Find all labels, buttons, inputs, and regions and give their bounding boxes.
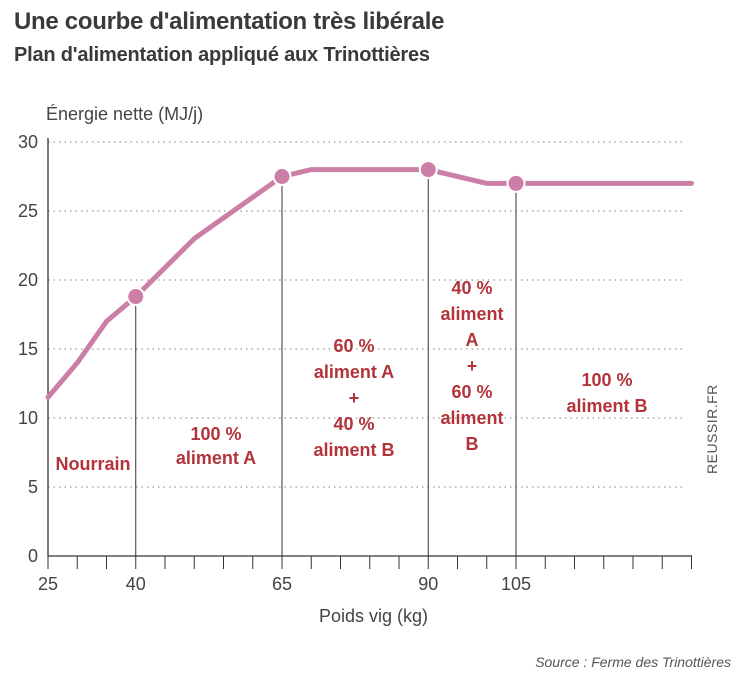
- zone-label-line: 60 %: [451, 382, 492, 402]
- zone-label: Nourrain: [55, 454, 130, 474]
- zone-label: 40 % aliment A +60 % aliment B: [440, 278, 503, 454]
- zone-label-line: aliment B: [313, 440, 394, 460]
- zone-label-line: 100 %: [190, 424, 241, 444]
- x-tick-label: 40: [126, 574, 146, 594]
- x-axis-label: Poids vig (kg): [318, 606, 429, 626]
- zone-label-line: aliment A: [176, 448, 256, 468]
- curve-marker: [126, 287, 146, 307]
- zone-label-line: 100 %: [581, 370, 632, 390]
- y-tick-label: 5: [28, 477, 38, 497]
- y-tick-label: 15: [18, 339, 38, 359]
- zone-label-line: +: [467, 356, 478, 376]
- zone-label-line: 60 %: [333, 336, 374, 356]
- y-tick-label: 10: [18, 408, 38, 428]
- chart-subtitle: Plan d'alimentation appliqué aux Trinott…: [14, 44, 430, 66]
- x-tick-label: 105: [501, 574, 531, 594]
- curve-marker: [506, 173, 526, 193]
- y-tick-label: 0: [28, 546, 38, 566]
- x-tick-label: 90: [418, 574, 438, 594]
- source-note: Source : Ferme des Trinottières: [535, 654, 731, 670]
- curve-marker: [418, 160, 438, 180]
- zone-label-line: aliment B: [566, 396, 647, 416]
- curve-marker: [272, 167, 292, 186]
- x-tick-label: 65: [272, 574, 292, 594]
- y-tick-label: 20: [18, 270, 38, 290]
- y-tick-label: 30: [18, 132, 38, 152]
- zone-label-line: Nourrain: [55, 454, 130, 474]
- zone-label-line: aliment: [440, 408, 503, 428]
- y-axis-label: Énergie nette (MJ/j): [46, 104, 204, 124]
- zone-label-line: +: [349, 388, 360, 408]
- chart-title: Une courbe d'alimentation très libérale: [14, 8, 445, 35]
- energy-curve: [45, 167, 694, 400]
- zone-label: 100 % aliment A: [176, 424, 256, 468]
- zone-label: 100 % aliment B: [566, 370, 647, 416]
- zone-label-line: 40 %: [333, 414, 374, 434]
- y-tick-label: 25: [18, 201, 38, 221]
- zone-label-line: A: [466, 330, 479, 350]
- zone-label-line: 40 %: [451, 278, 492, 298]
- zone-label: 60 % aliment A +40 % aliment B: [313, 336, 394, 460]
- zone-label-line: aliment: [440, 304, 503, 324]
- zone-label-line: aliment A: [314, 362, 394, 382]
- x-tick-label: 25: [38, 574, 58, 594]
- zone-label-line: B: [466, 434, 479, 454]
